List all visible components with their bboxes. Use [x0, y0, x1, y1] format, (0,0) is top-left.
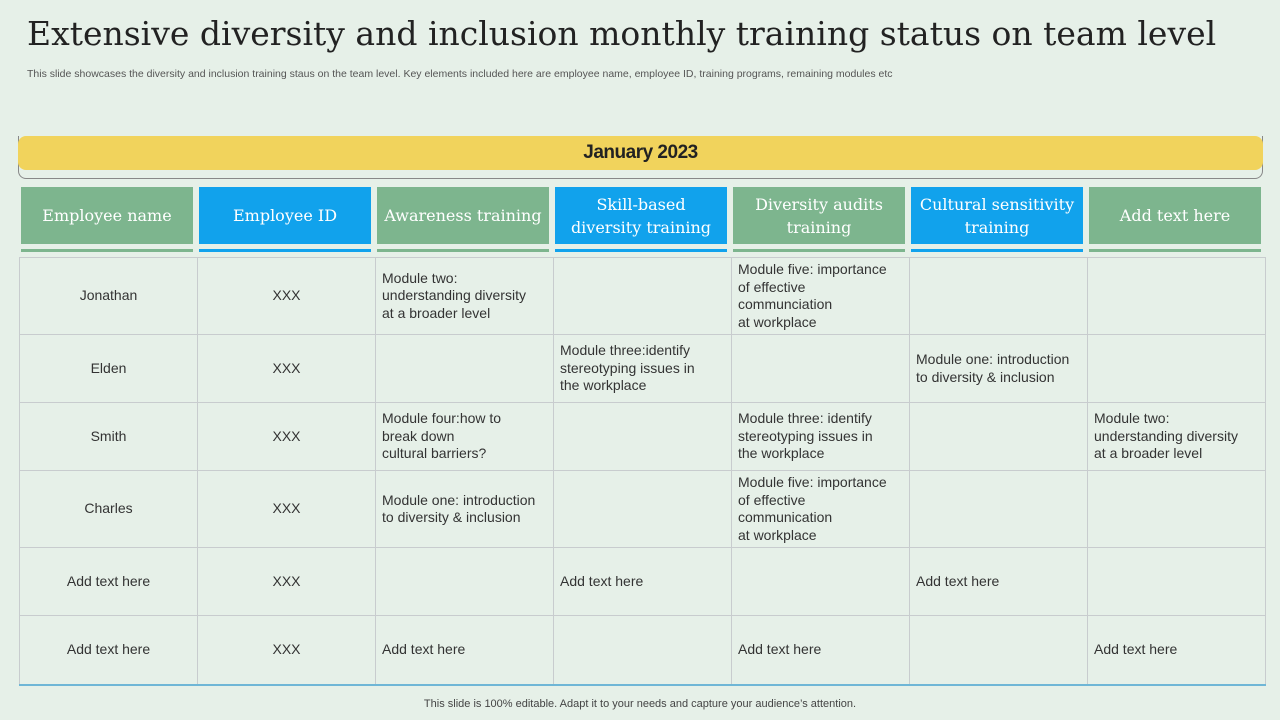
table-row: Charles XXX Module one: introduction to div… — [19, 470, 1266, 548]
header-label: Employee name — [21, 187, 193, 244]
header-label: Skill-based diversity training — [555, 187, 727, 244]
header-underline — [555, 249, 727, 252]
header-underline — [377, 249, 549, 252]
table-cell — [1087, 334, 1266, 403]
month-banner: January 2023 — [18, 136, 1263, 170]
table-cell — [731, 334, 910, 403]
table-cell: Add text here — [19, 615, 198, 686]
table-cell: Add text here — [731, 615, 910, 686]
footer-note: This slide is 100% editable. Adapt it to… — [423, 698, 857, 710]
table-cell — [909, 257, 1088, 335]
header-underline — [199, 249, 371, 252]
header-employee-id: Employee ID — [199, 187, 371, 252]
header-add-text-here: Add text here — [1089, 187, 1261, 252]
table-cell — [553, 615, 732, 686]
table-cell: XXX — [197, 257, 376, 335]
table-row: Add text here XXX Add text here Add text he… — [19, 547, 1266, 616]
table-cell: Module two: understanding diversity at a b… — [375, 257, 554, 335]
table-cell: Smith — [19, 402, 198, 471]
header-label: Add text here — [1089, 187, 1261, 244]
header-diversity-audits-training: Diversity audits training — [733, 187, 905, 252]
table-cell: Module three: identify stereotyping issue… — [731, 402, 910, 471]
header-label: Employee ID — [199, 187, 371, 244]
table-cell — [553, 470, 732, 548]
header-label: Awareness training — [377, 187, 549, 244]
header-awareness-training: Awareness training — [377, 187, 549, 252]
header-cultural-sensitivity-training: Cultural sensitivity training — [911, 187, 1083, 252]
training-status-table: Jonathan XXX Module two: understanding dive… — [19, 257, 1266, 686]
table-cell: Charles — [19, 470, 198, 548]
table-cell — [909, 402, 1088, 471]
header-employee-name: Employee name — [21, 187, 193, 252]
table-cell: Add text here — [375, 615, 554, 686]
table-cell: Module four:how to break down cultural bar… — [375, 402, 554, 471]
page-title: Extensive diversity and inclusion monthl… — [27, 14, 1217, 53]
table-row: Add text here XXX Add text here Add text he… — [19, 615, 1266, 686]
table-cell: XXX — [197, 334, 376, 403]
table-cell: Add text here — [1087, 615, 1266, 686]
table-cell — [1087, 257, 1266, 335]
table-cell: XXX — [197, 470, 376, 548]
table-cell — [1087, 470, 1266, 548]
table-cell: Add text here — [553, 547, 732, 616]
header-underline — [1089, 249, 1261, 252]
table-cell: Elden — [19, 334, 198, 403]
table-cell — [553, 402, 732, 471]
header-underline — [733, 249, 905, 252]
table-cell: Module five: importance of effective commu… — [731, 257, 910, 335]
table-cell — [909, 615, 1088, 686]
header-skill-based-diversity-training: Skill-based diversity training — [555, 187, 727, 252]
header-label: Cultural sensitivity training — [911, 187, 1083, 244]
table-cell — [375, 334, 554, 403]
table-cell — [1087, 547, 1266, 616]
page-subtitle: This slide showcases the diversity and i… — [27, 68, 893, 80]
header-underline — [21, 249, 193, 252]
table-row: Smith XXX Module four:how to break down cult… — [19, 402, 1266, 471]
table-cell: Module one: introduction to diversity & i… — [909, 334, 1088, 403]
header-underline — [911, 249, 1083, 252]
table-cell — [375, 547, 554, 616]
column-headers: Employee name Employee ID Awareness traini… — [18, 187, 1264, 252]
header-label: Diversity audits training — [733, 187, 905, 244]
table-cell: XXX — [197, 402, 376, 471]
table-row: Jonathan XXX Module two: understanding dive… — [19, 257, 1266, 335]
table-cell: Module one: introduction to diversity & i… — [375, 470, 554, 548]
table-cell: Module three:identify stereotyping issues… — [553, 334, 732, 403]
table-cell — [731, 547, 910, 616]
table-cell — [553, 257, 732, 335]
table-cell — [909, 470, 1088, 548]
table-row: Elden XXX Module three:identify stereotypin… — [19, 334, 1266, 403]
table-cell: Module five: importance of effective commu… — [731, 470, 910, 548]
table-cell: Add text here — [909, 547, 1088, 616]
table-cell: XXX — [197, 615, 376, 686]
table-cell: Module two: understanding diversity at a b… — [1087, 402, 1266, 471]
table-cell: Add text here — [19, 547, 198, 616]
table-cell: XXX — [197, 547, 376, 616]
table-cell: Jonathan — [19, 257, 198, 335]
